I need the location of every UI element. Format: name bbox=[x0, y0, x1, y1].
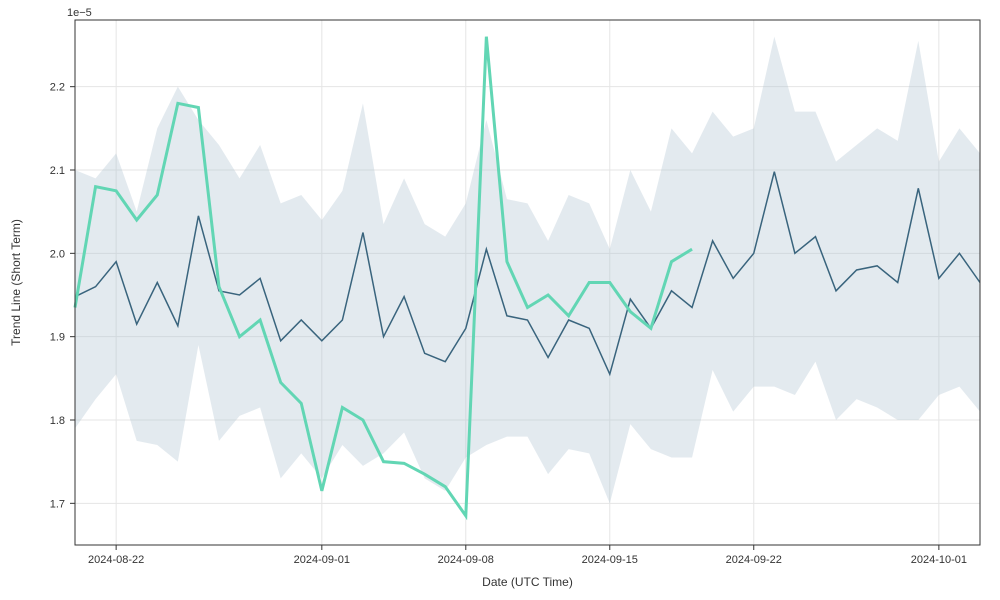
x-tick-label: 2024-09-22 bbox=[726, 554, 782, 566]
chart-container: 2024-08-22 2024-09-01 2024-09-08 2024-09-15… bbox=[0, 0, 1000, 600]
y-tick-label: 2.0 bbox=[50, 248, 65, 260]
x-tick-label: 2024-09-01 bbox=[294, 554, 350, 566]
y-exponent: 1e−5 bbox=[67, 7, 92, 19]
y-tick-label: 1.9 bbox=[50, 332, 65, 344]
y-axis-label: Trend Line (Short Term) bbox=[9, 219, 23, 346]
x-tick-label: 2024-09-15 bbox=[582, 554, 638, 566]
x-tick-label: 2024-08-22 bbox=[88, 554, 144, 566]
y-tick-label: 1.8 bbox=[50, 415, 65, 427]
x-tick-label: 2024-10-01 bbox=[911, 554, 967, 566]
y-tick-label: 2.1 bbox=[50, 165, 65, 177]
x-axis-label: Date (UTC Time) bbox=[482, 575, 573, 589]
x-tick-label: 2024-09-08 bbox=[438, 554, 494, 566]
y-tick-label: 1.7 bbox=[50, 498, 65, 510]
y-tick-label: 2.2 bbox=[50, 82, 65, 94]
trend-line-chart: 2024-08-22 2024-09-01 2024-09-08 2024-09-15… bbox=[0, 0, 1000, 600]
